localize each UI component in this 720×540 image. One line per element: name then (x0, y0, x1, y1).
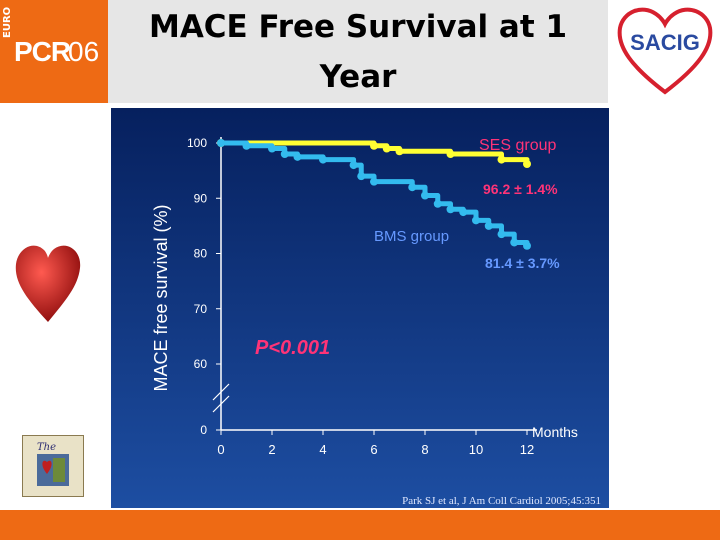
data-point (484, 221, 493, 230)
citation: Park SJ et al, J Am Coll Cardiol 2005;45… (402, 495, 601, 507)
ses-final-value: 96.2 ± 1.4% (483, 181, 558, 197)
bms-final-value: 81.4 ± 3.7% (485, 255, 560, 271)
x-tick-label: 6 (370, 442, 377, 457)
x-axis-label: Months (532, 424, 578, 440)
book-title: The (37, 442, 56, 453)
data-point (293, 152, 302, 161)
ses-legend-label: SES group (479, 137, 556, 154)
p-value-annotation: P<0.001 (255, 337, 330, 359)
data-point (357, 172, 366, 181)
axis-break-mark (212, 395, 230, 413)
data-point (497, 230, 506, 239)
logo-word: PCR (14, 36, 71, 67)
chart-axes (212, 137, 537, 435)
survival-chart: 0 60 70 80 90 100 0 2 4 6 8 10 12 SES group 96.2 ± 1.4… (111, 108, 609, 508)
heart-icon (15, 245, 81, 322)
data-point (433, 199, 442, 208)
title-line-1: MACE Free Survival at 1 (148, 9, 568, 45)
logo-year: 06 (68, 36, 100, 67)
x-tick-label: 8 (421, 442, 428, 457)
bms-legend-label: BMS group (374, 228, 449, 245)
sacig-logo: SACIG (617, 7, 713, 95)
data-point (217, 139, 225, 147)
data-point (268, 144, 276, 153)
page-title: MACE Free Survival at 1 Year (108, 2, 608, 102)
data-point (446, 150, 455, 159)
data-point (459, 208, 468, 217)
data-point (472, 216, 480, 225)
x-tick-label: 4 (319, 442, 326, 457)
y-tick-label: 80 (194, 247, 208, 261)
data-point (319, 155, 327, 164)
axis-break-mark (212, 383, 230, 401)
data-point (370, 141, 378, 150)
data-point (408, 183, 417, 192)
y-tick-label: 90 (194, 191, 208, 205)
bottom-bar (0, 510, 720, 540)
series-bms (217, 139, 531, 250)
chart-series (217, 139, 531, 250)
x-tick-label: 12 (520, 442, 534, 457)
data-point (395, 147, 404, 156)
y-axis-label: MACE free survival (%) (151, 204, 171, 391)
data-point (446, 205, 455, 214)
logo-prefix: EURO (2, 6, 13, 38)
data-point (382, 144, 391, 153)
book-cover-image: The (22, 435, 84, 497)
chart-labels: 0 60 70 80 90 100 0 2 4 6 8 10 12 SES group 96.2 ± 1.4… (187, 136, 560, 457)
y-tick-label: 0 (200, 423, 207, 437)
x-tick-label: 0 (217, 442, 224, 457)
data-point (421, 191, 429, 200)
data-point (510, 238, 519, 247)
data-point (370, 177, 378, 186)
heart-outline-icon (617, 7, 713, 95)
y-tick-label: 70 (194, 302, 208, 316)
x-tick-label: 10 (469, 442, 483, 457)
data-point (523, 159, 531, 168)
x-tick-label: 2 (268, 442, 275, 457)
y-tick-label: 60 (194, 357, 208, 371)
data-point (523, 241, 531, 250)
data-point (242, 141, 251, 150)
data-point (280, 150, 289, 159)
y-tick-label: 100 (187, 136, 207, 150)
title-line-2: Year (319, 59, 397, 95)
data-point (349, 161, 358, 170)
data-point (497, 155, 506, 164)
sacig-text: SACIG (630, 30, 700, 55)
europcr-logo: EURO PCR 06 (0, 0, 108, 103)
